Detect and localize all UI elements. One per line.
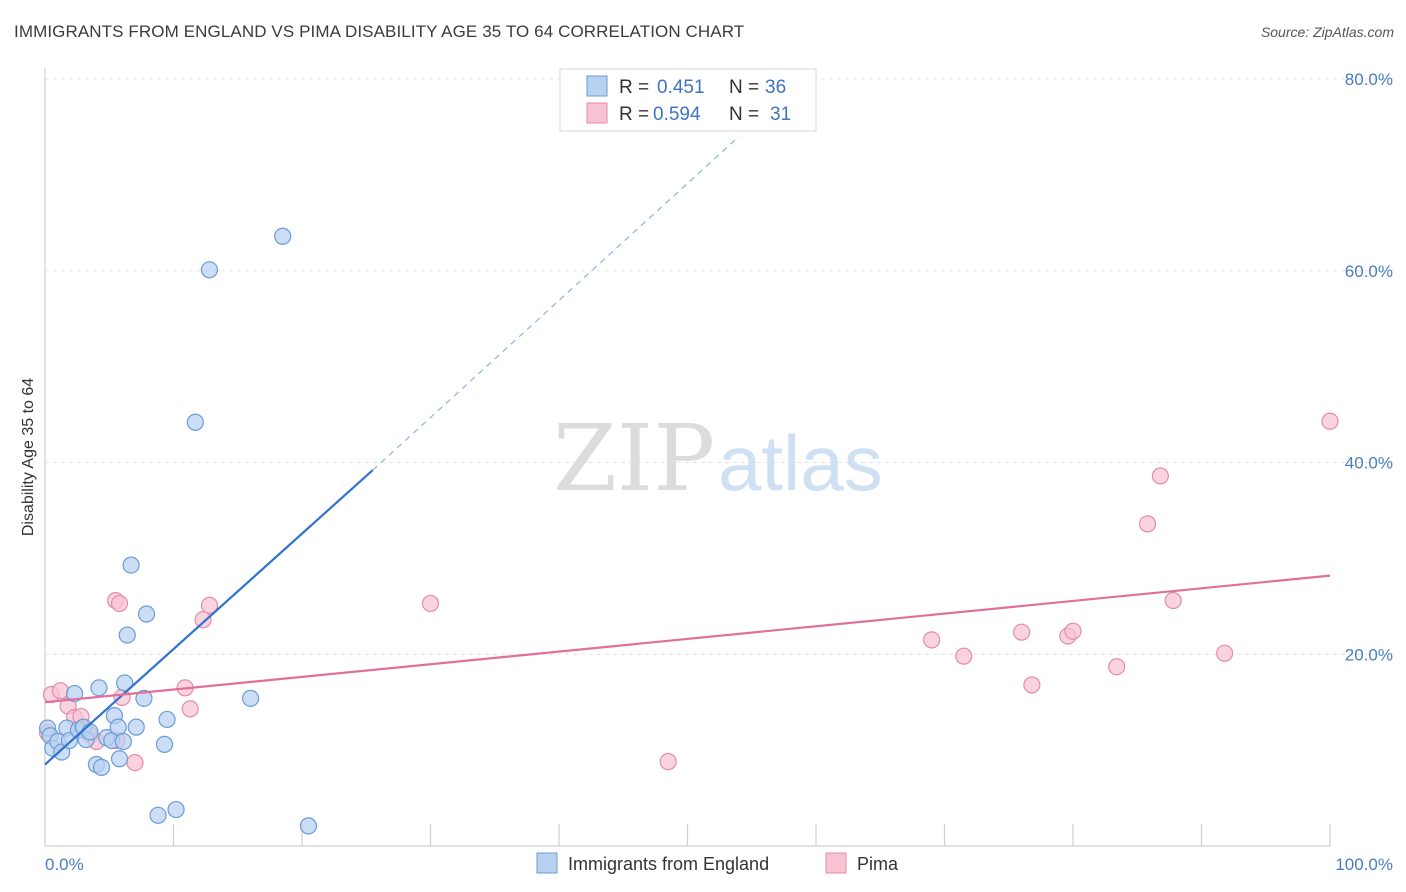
england-point-35 [299, 817, 318, 835]
england-trend-extension [372, 136, 740, 471]
england-point-14 [92, 758, 111, 776]
x-tick-label-min: 0.0% [45, 855, 84, 874]
pima-point-28 [1151, 467, 1169, 485]
england-point-19 [110, 750, 129, 768]
pima-point-2 [51, 682, 70, 700]
england-point-23 [122, 556, 140, 574]
england-point-18 [109, 718, 127, 736]
legend-r-value-1: 0.451 [657, 77, 705, 98]
y-axis-title: Disability Age 35 to 64 [20, 378, 37, 536]
england-point-25 [135, 689, 153, 707]
watermark-zip: ZIP [553, 405, 715, 512]
legend-n-label-2: N = [729, 104, 759, 125]
y-tick-label-20: 20.0% [1345, 645, 1393, 664]
y-tick-label-80: 80.0% [1345, 70, 1393, 89]
chart-title: IMMIGRANTS FROM ENGLAND VS PIMA DISABILI… [14, 22, 745, 41]
england-point-21 [116, 674, 134, 692]
pima-point-18 [421, 594, 440, 613]
england-point-22 [118, 626, 136, 644]
england-point-29 [158, 710, 176, 729]
legend-n-label-1: N = [729, 77, 759, 98]
england-point-33 [242, 689, 260, 707]
england-point-24 [127, 718, 145, 736]
legend-swatch-england [586, 75, 608, 97]
legend-r-label-2: R = [619, 104, 649, 125]
legend-r-value-2: 0.594 [653, 104, 701, 125]
pima-point-12 [113, 688, 131, 706]
pima-point-25 [1064, 622, 1082, 640]
england-point-28 [155, 735, 174, 753]
england-point-7 [65, 684, 84, 703]
watermark-atlas: atlas [718, 419, 883, 507]
pima-point-30 [1216, 644, 1234, 662]
pima-point-31 [1321, 412, 1339, 430]
legend-n-value-1: 36 [765, 77, 786, 98]
bottom-swatch-pima [825, 852, 847, 874]
pima-point-22 [1012, 623, 1031, 641]
pima-point-29 [1164, 591, 1182, 610]
series-legend: Immigrants from England Pima [536, 852, 899, 874]
england-point-20 [114, 732, 132, 751]
x-axis-ticks [172, 824, 1331, 846]
england-point-27 [149, 806, 167, 824]
y-tick-labels: 20.0% 40.0% 60.0% 80.0% [1345, 70, 1393, 664]
pima-trend-line [44, 574, 1331, 704]
pima-point-16 [194, 611, 212, 629]
pima-point-21 [955, 647, 973, 665]
legend-swatch-pima [586, 102, 608, 124]
england-point-31 [186, 413, 204, 431]
england-point-12 [90, 679, 108, 697]
pima-point-15 [181, 700, 199, 718]
england-point-26 [137, 605, 156, 623]
bottom-swatch-england [536, 852, 558, 874]
england-point-30 [167, 800, 185, 819]
england-point-32 [200, 261, 219, 279]
legend-label-pima: Pima [857, 854, 899, 874]
pima-point-17 [200, 596, 219, 614]
england-points [38, 227, 318, 835]
pima-point-27 [1138, 515, 1157, 533]
pima-point-26 [1108, 658, 1126, 676]
pima-point-11 [110, 594, 129, 613]
england-point-11 [81, 723, 99, 741]
legend-n-value-2: 31 [770, 104, 791, 125]
x-tick-label-max: 100.0% [1335, 855, 1393, 874]
gridlines [45, 78, 1393, 655]
pima-point-19 [659, 753, 677, 771]
legend-r-label-1: R = [619, 77, 649, 98]
pima-point-23 [1023, 676, 1041, 694]
stats-legend: R = 0.451 N = 36 R = 0.594 N = 31 [559, 68, 817, 132]
source-label: Source: ZipAtlas.com [1260, 24, 1394, 40]
pima-point-20 [923, 631, 941, 649]
england-point-34 [274, 227, 292, 245]
y-tick-label-60: 60.0% [1345, 262, 1393, 281]
y-tick-label-40: 40.0% [1345, 454, 1393, 473]
trend-lines [44, 136, 1331, 766]
legend-label-england: Immigrants from England [568, 854, 769, 874]
pima-point-13 [126, 753, 144, 772]
england-trend-line [44, 469, 374, 766]
